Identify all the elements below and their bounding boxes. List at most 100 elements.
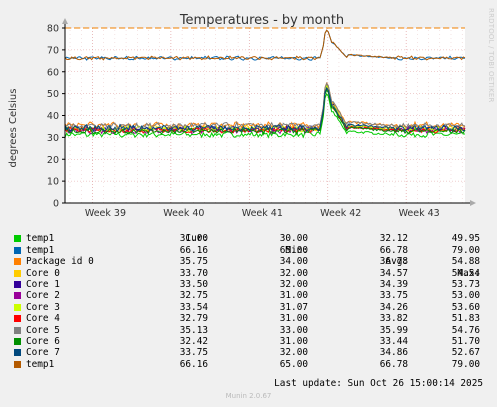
y-axis-label: degrees Celsius: [8, 89, 19, 168]
legend-avg: 35.99: [379, 324, 408, 336]
y-tick-label: 20: [47, 155, 59, 166]
y-tick-label: 0: [53, 199, 59, 210]
legend-swatch: [14, 337, 21, 345]
legend-max: 54.88: [451, 256, 480, 268]
legend-swatch: [14, 303, 21, 311]
legend-max: 49.95: [451, 233, 480, 245]
legend-cur: 33.75: [179, 347, 208, 359]
grid: [65, 27, 465, 203]
legend-cur: 33.50: [179, 278, 208, 290]
legend-min: 32.00: [279, 347, 308, 359]
legend-avg: 34.39: [379, 278, 408, 290]
legend-cur: 33.70: [179, 267, 208, 279]
legend-cur: 35.13: [179, 324, 208, 336]
legend-max: 54.54: [451, 267, 480, 279]
legend-max: 53.00: [451, 290, 480, 302]
legend-header: Cur: Min: Avg: Max:: [14, 222, 494, 278]
legend-name: Core 5: [26, 324, 60, 336]
series-line-11: [64, 29, 466, 61]
x-tick-label: Week 41: [242, 208, 283, 219]
rrdtool-credit: RRDTOOL / TOBI OETIKER: [487, 8, 495, 103]
legend-avg: 66.78: [379, 358, 408, 370]
header-cur: Cur:: [185, 233, 208, 245]
legend-avg: 33.82: [379, 313, 408, 325]
legend-swatch: [14, 235, 21, 243]
legend-min: 31.00: [279, 313, 308, 325]
legend-avg: 33.75: [379, 290, 408, 302]
y-axis-arrow-icon: [62, 18, 68, 24]
legend-cur: 31.00: [179, 233, 208, 245]
legend-max: 79.00: [451, 358, 480, 370]
legend-cur: 32.42: [179, 335, 208, 347]
legend-min: 65.00: [279, 358, 308, 370]
legend: Cur: Min: Avg: Max: temp1 31.00 30.00 32.12…: [14, 222, 494, 370]
legend-avg: 33.44: [379, 335, 408, 347]
y-tick-label: 70: [47, 45, 59, 56]
legend-min: 31.00: [279, 335, 308, 347]
legend-name: temp1: [26, 358, 55, 370]
legend-name: Core 4: [26, 313, 60, 325]
y-tick-label: 60: [47, 67, 59, 78]
legend-max: 51.83: [451, 313, 480, 325]
legend-min: 32.00: [279, 278, 308, 290]
legend-min: 32.00: [279, 267, 308, 279]
legend-row: temp1 66.16 65.00 66.78 79.00: [14, 359, 494, 370]
legend-cur: 66.16: [179, 244, 208, 256]
legend-min: 31.00: [279, 290, 308, 302]
legend-swatch: [14, 292, 21, 300]
legend-swatch: [14, 326, 21, 334]
legend-min: 34.00: [279, 256, 308, 268]
y-tick-label: 30: [47, 133, 59, 144]
legend-row: Core 0 33.70 32.00 34.57 54.54: [14, 268, 494, 279]
legend-name: temp1: [26, 244, 55, 256]
legend-swatch: [14, 246, 21, 254]
legend-max: 52.67: [451, 347, 480, 359]
legend-name: Core 7: [26, 347, 60, 359]
legend-min: 65.00: [279, 244, 308, 256]
legend-avg: 34.86: [379, 347, 408, 359]
legend-swatch: [14, 360, 21, 368]
legend-row: Core 1 33.50 32.00 34.39 53.73: [14, 279, 494, 290]
y-ticks: 0 10 20 30 40 50 60 70 80: [47, 24, 65, 210]
header-max: Max:: [457, 267, 480, 279]
legend-cur: 66.16: [179, 358, 208, 370]
legend-row: Core 7 33.75 32.00 34.86 52.67: [14, 347, 494, 358]
series-line-0: [64, 92, 465, 139]
legend-avg: 66.78: [379, 244, 408, 256]
x-ticks: Week 39 Week 40 Week 41 Week 42 Week 43: [85, 208, 440, 219]
series-line-9: [64, 88, 466, 136]
legend-max: 53.73: [451, 278, 480, 290]
legend-min: 33.00: [279, 324, 308, 336]
legend-name: Package id 0: [26, 256, 94, 268]
series-lines: [64, 29, 466, 139]
legend-row: temp1 31.00 30.00 32.12 49.95: [14, 233, 494, 244]
legend-swatch: [14, 258, 21, 266]
header-min: Min:: [285, 244, 308, 256]
legend-name: Core 0: [26, 267, 60, 279]
legend-avg: 34.26: [379, 301, 408, 313]
legend-cur: 35.75: [179, 256, 208, 268]
legend-name: Core 2: [26, 290, 60, 302]
y-tick-label: 10: [47, 177, 59, 188]
legend-row: Core 2 32.75 31.00 33.75 53.00: [14, 290, 494, 301]
legend-name: Core 6: [26, 335, 60, 347]
x-tick-label: Week 39: [85, 208, 126, 219]
legend-name: temp1: [26, 233, 55, 245]
legend-max: 79.00: [451, 244, 480, 256]
legend-row: Core 3 33.54 31.07 34.26 53.60: [14, 302, 494, 313]
legend-cur: 32.75: [179, 290, 208, 302]
legend-swatch: [14, 280, 21, 288]
x-axis-arrow-icon: [470, 200, 476, 206]
legend-row: Core 6 32.42 31.00 33.44 51.70: [14, 336, 494, 347]
legend-cur: 33.54: [179, 301, 208, 313]
chart-title: Temperatures - by month: [179, 13, 344, 28]
legend-row: Core 5 35.13 33.00 35.99 54.76: [14, 325, 494, 336]
legend-min: 30.00: [279, 233, 308, 245]
axes: [62, 18, 476, 206]
x-tick-label: Week 43: [399, 208, 440, 219]
legend-row: Core 4 32.79 31.00 33.82 51.83: [14, 313, 494, 324]
legend-cur: 32.79: [179, 313, 208, 325]
y-tick-label: 40: [47, 111, 59, 122]
legend-max: 51.70: [451, 335, 480, 347]
